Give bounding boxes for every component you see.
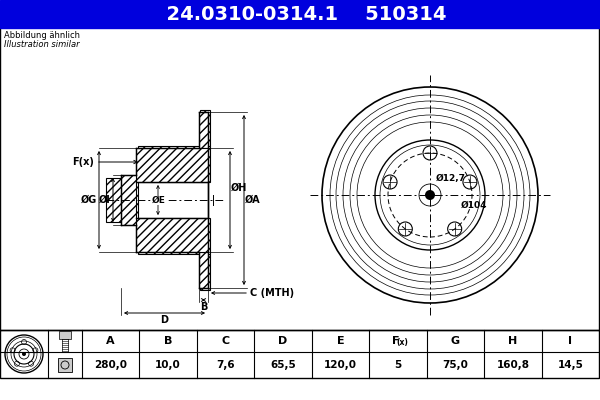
Bar <box>138 146 210 182</box>
Text: F: F <box>392 336 400 346</box>
Text: 280,0: 280,0 <box>94 360 127 370</box>
Text: 7,6: 7,6 <box>216 360 235 370</box>
Text: Abbildung ähnlich: Abbildung ähnlich <box>4 31 80 40</box>
Text: Ø12,7: Ø12,7 <box>436 174 466 182</box>
Text: F(x): F(x) <box>72 157 94 167</box>
Bar <box>0 0 600 28</box>
Text: I: I <box>568 336 572 346</box>
Text: 75,0: 75,0 <box>442 360 469 370</box>
Bar <box>91 97 258 303</box>
Bar <box>58 358 72 372</box>
Text: ØH: ØH <box>231 183 247 193</box>
Text: C (MTH): C (MTH) <box>250 288 294 298</box>
Text: ØE: ØE <box>152 196 166 204</box>
Bar <box>121 175 136 225</box>
Text: 65,5: 65,5 <box>270 360 296 370</box>
Text: B: B <box>200 302 207 312</box>
Text: 14,5: 14,5 <box>557 360 583 370</box>
Bar <box>122 178 138 222</box>
Text: E: E <box>337 336 344 346</box>
Text: (x): (x) <box>396 338 408 347</box>
Text: 24.0310-0314.1    510314: 24.0310-0314.1 510314 <box>153 4 447 24</box>
Text: Ø104: Ø104 <box>461 200 487 210</box>
Text: ØG: ØG <box>81 195 97 205</box>
Text: ØA: ØA <box>245 195 260 205</box>
Bar <box>200 254 210 290</box>
Text: A: A <box>106 336 115 346</box>
Text: D: D <box>161 315 169 325</box>
Bar <box>136 148 208 182</box>
Text: 5: 5 <box>394 360 401 370</box>
Text: 160,8: 160,8 <box>496 360 529 370</box>
Text: 10,0: 10,0 <box>155 360 181 370</box>
Bar <box>106 178 122 222</box>
Bar <box>199 112 208 148</box>
Text: C: C <box>221 336 230 346</box>
Bar <box>199 252 208 288</box>
Text: B: B <box>164 336 172 346</box>
Circle shape <box>425 190 435 200</box>
Text: H: H <box>508 336 517 346</box>
Bar <box>138 218 210 254</box>
Text: D: D <box>278 336 287 346</box>
Text: ØI: ØI <box>99 195 111 205</box>
Bar <box>0 330 599 378</box>
Bar <box>136 218 208 252</box>
Bar <box>0 28 600 330</box>
Circle shape <box>22 352 26 356</box>
Text: Illustration similar: Illustration similar <box>4 40 80 49</box>
Bar <box>59 331 71 339</box>
Text: 120,0: 120,0 <box>324 360 357 370</box>
Text: G: G <box>451 336 460 346</box>
Bar <box>200 110 210 146</box>
